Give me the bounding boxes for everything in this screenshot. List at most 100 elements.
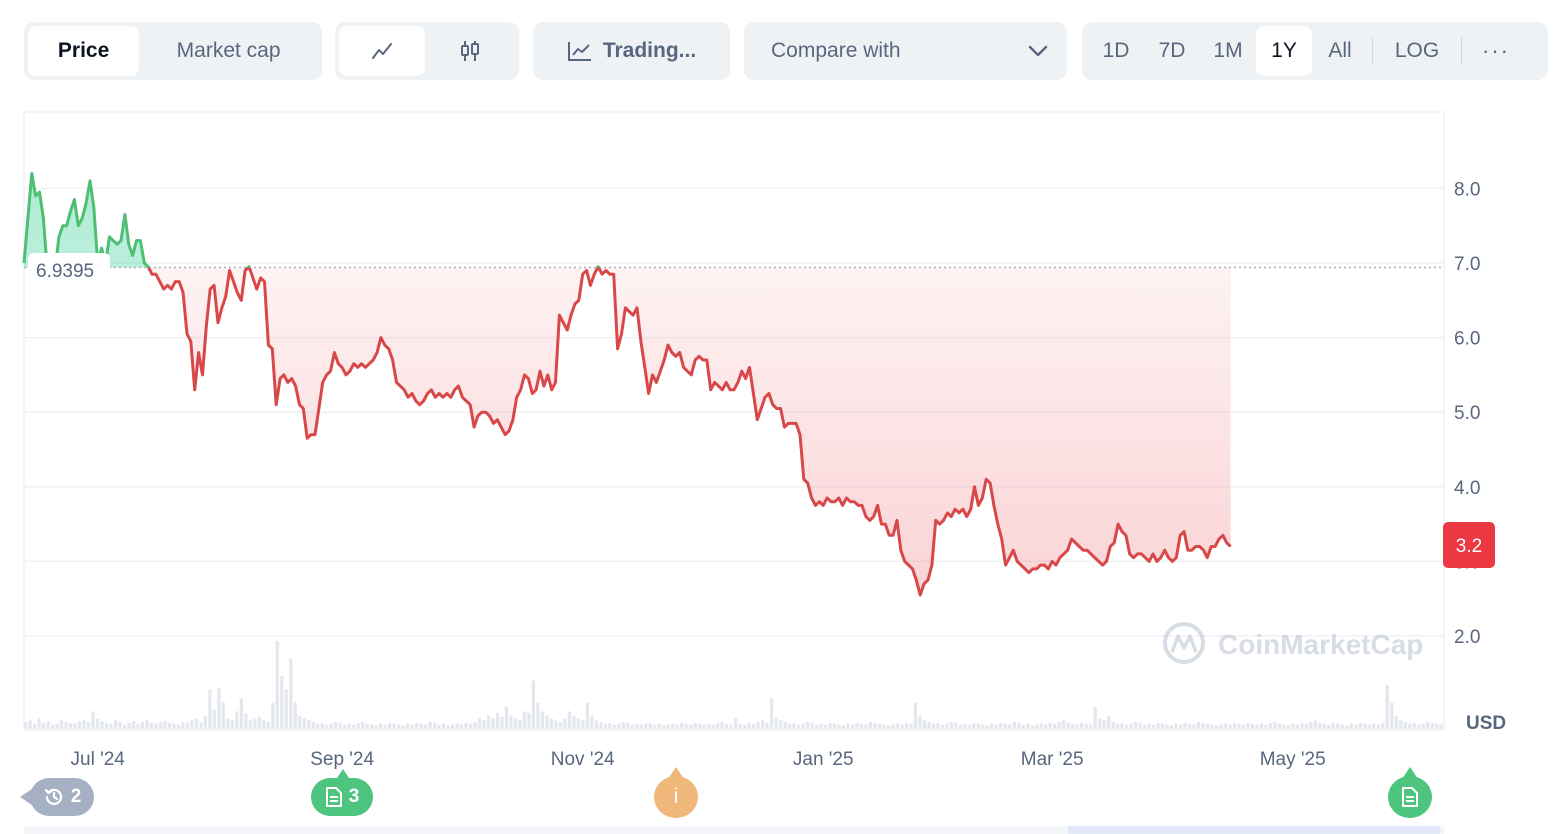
volume-bar: [536, 702, 540, 729]
volume-bar: [931, 723, 936, 729]
volume-bar: [145, 720, 149, 729]
volume-bar: [500, 716, 504, 729]
volume-bar: [832, 723, 837, 729]
volume-bar: [414, 722, 419, 729]
compare-with-dropdown[interactable]: Compare with: [744, 22, 1067, 80]
volume-bar: [725, 723, 729, 729]
more-options-button[interactable]: ···: [1482, 38, 1510, 63]
volume-bar: [572, 715, 576, 729]
volume-bar: [1111, 721, 1115, 729]
volume-bar: [1196, 721, 1201, 729]
volume-bar: [1430, 722, 1434, 729]
volume-bar: [581, 720, 585, 729]
volume-bar: [859, 723, 864, 729]
volume-bar: [325, 724, 329, 729]
volume-bar: [28, 720, 32, 729]
volume-bar: [253, 718, 257, 729]
history-events-badge[interactable]: 2: [20, 778, 94, 816]
range-1y-button[interactable]: 1Y: [1256, 26, 1312, 76]
volume-bar: [392, 723, 396, 729]
volume-bar: [1250, 723, 1255, 729]
volume-bar: [680, 722, 684, 729]
volume-bar: [55, 723, 59, 729]
range-1d-button[interactable]: 1D: [1102, 39, 1130, 62]
range-navigator[interactable]: [24, 826, 1444, 834]
volume-bar: [639, 724, 643, 729]
volume-bar: [257, 716, 261, 729]
volume-bar: [361, 721, 365, 729]
volume-bar: [1205, 723, 1210, 729]
volume-bar: [1174, 723, 1178, 729]
volume-bar: [1363, 723, 1367, 729]
volume-bar: [1017, 722, 1021, 729]
volume-bar: [190, 720, 194, 729]
line-chart-button[interactable]: [339, 26, 425, 76]
log-scale-button[interactable]: LOG: [1394, 39, 1440, 62]
volume-bar: [554, 720, 558, 729]
range-navigator-window[interactable]: [1068, 826, 1440, 834]
volume-bar: [1210, 724, 1214, 729]
y-tick-label: 6.0: [1454, 329, 1480, 350]
volume-bar: [100, 721, 104, 729]
tab-market-cap[interactable]: Market cap: [176, 39, 281, 62]
range-1m-button[interactable]: 1M: [1213, 39, 1243, 62]
volume-bar: [1439, 724, 1443, 729]
candlestick-button[interactable]: [425, 26, 515, 76]
volume-bar: [1160, 723, 1165, 729]
volume-bar: [1394, 715, 1398, 729]
volume-bar: [1039, 723, 1043, 729]
chart-style-toggle: [335, 22, 519, 80]
volume-bar: [280, 676, 284, 729]
volume-bar: [990, 723, 994, 729]
x-tick-label: Jan '25: [793, 749, 854, 770]
volume-bar: [635, 723, 639, 729]
range-7d-button[interactable]: 7D: [1158, 39, 1186, 62]
current-price-text: 3.2: [1456, 536, 1482, 557]
volume-bar: [689, 724, 693, 729]
volume-bar: [621, 721, 625, 729]
volume-bar: [549, 718, 554, 729]
volume-bar: [1044, 724, 1048, 729]
range-all-button[interactable]: All: [1328, 39, 1352, 62]
news-events-badge[interactable]: 3: [311, 769, 373, 816]
volume-bar: [437, 724, 441, 729]
volume-bar: [981, 724, 985, 729]
volume-bar: [558, 721, 563, 729]
volume-bar: [1421, 723, 1425, 729]
trading-view-button[interactable]: Trading...: [533, 22, 730, 80]
volume-bar: [841, 725, 846, 729]
volume-bar: [24, 721, 28, 729]
news-event-badge[interactable]: [1388, 767, 1432, 818]
volume-bar: [248, 720, 252, 729]
volume-bar: [1084, 723, 1088, 729]
news-count: 3: [348, 786, 360, 807]
volume-bar: [352, 724, 356, 729]
volume-bar: [900, 724, 904, 729]
volume-bar: [154, 723, 158, 729]
volume-bar: [401, 725, 405, 729]
volume-bar: [68, 722, 73, 729]
info-event-badge[interactable]: i: [654, 767, 698, 818]
volume-bar: [976, 723, 980, 729]
tab-price[interactable]: Price: [28, 26, 140, 76]
volume-bar: [1282, 724, 1286, 729]
volume-bar: [1313, 720, 1317, 729]
reference-price-text: 6.9395: [36, 261, 94, 282]
volume-bar: [648, 722, 652, 729]
volume-bar: [329, 723, 333, 729]
volume-bar: [513, 718, 518, 729]
volume-bar: [1129, 723, 1133, 729]
volume-bar: [441, 723, 446, 729]
volume-bar: [1057, 721, 1061, 729]
volume-bar: [41, 722, 46, 729]
volume-bar: [936, 722, 940, 729]
volume-bar: [284, 689, 288, 729]
volume-bar: [1142, 724, 1147, 729]
volume-bar: [684, 723, 688, 729]
volume-bar: [311, 721, 315, 729]
volume-bar: [963, 723, 967, 729]
volume-bar: [235, 711, 239, 729]
volume-bar: [1435, 723, 1439, 729]
volume-bar: [895, 723, 900, 729]
